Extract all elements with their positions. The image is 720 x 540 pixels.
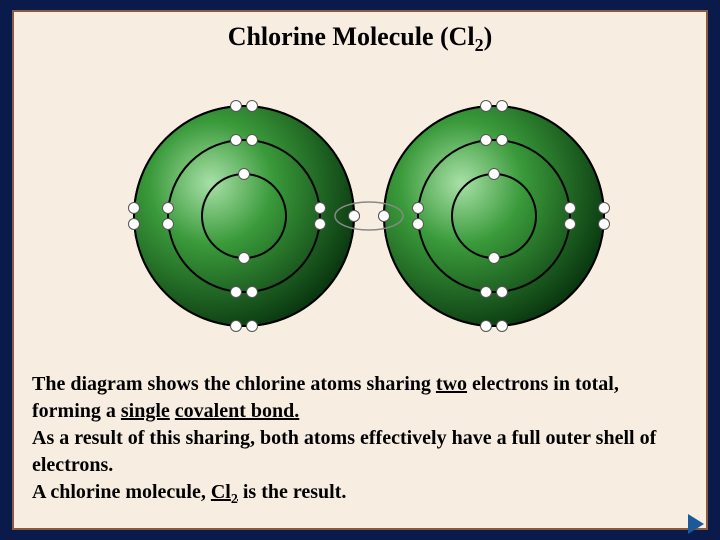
underline-two: two bbox=[436, 373, 467, 395]
text-seg-2: As a result of this sharing, both atoms … bbox=[32, 427, 656, 476]
molecule-svg bbox=[14, 76, 710, 356]
title-text-end: ) bbox=[484, 22, 493, 51]
next-arrow-icon[interactable] bbox=[688, 514, 704, 534]
underline-covalent: covalent bond. bbox=[175, 400, 299, 422]
underline-cl2: Cl2 bbox=[211, 481, 238, 503]
text-seg-1a: The diagram shows the chlorine atoms sha… bbox=[32, 373, 436, 395]
description-text: The diagram shows the chlorine atoms sha… bbox=[32, 371, 688, 510]
cl2-text: Cl bbox=[211, 481, 231, 503]
content-panel: Chlorine Molecule (Cl2) The diagram show… bbox=[12, 10, 708, 530]
text-seg-3b: is the result. bbox=[238, 481, 347, 503]
cl2-sub: 2 bbox=[231, 492, 238, 507]
page-title: Chlorine Molecule (Cl2) bbox=[14, 12, 706, 56]
molecule-diagram bbox=[14, 76, 706, 356]
text-seg-3a: A chlorine molecule, bbox=[32, 481, 211, 503]
title-text-main: Chlorine Molecule (Cl bbox=[228, 22, 475, 51]
title-subscript: 2 bbox=[475, 35, 484, 55]
underline-single: single bbox=[121, 400, 170, 422]
